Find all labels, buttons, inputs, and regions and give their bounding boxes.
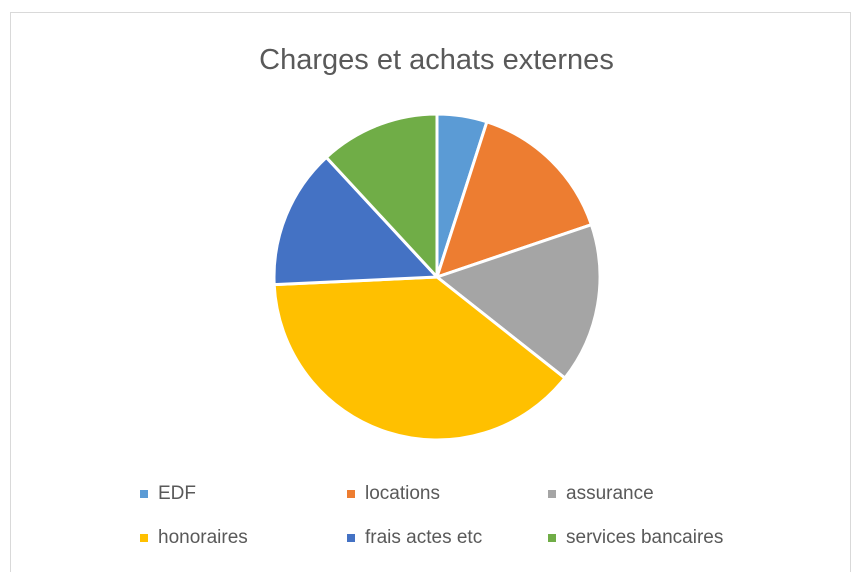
pie-slice-frais-actes-etc (272, 155, 439, 287)
legend-swatch (140, 534, 148, 542)
pie-slice-assurance (435, 223, 602, 380)
legend-item-frais-actes-etc: frais actes etc (347, 527, 482, 549)
pie-slice-locations (435, 120, 593, 279)
pie-slice-services-bancaires (324, 112, 439, 279)
legend-label: assurance (566, 483, 654, 504)
legend-label: honoraires (158, 527, 248, 548)
legend-label: services bancaires (566, 527, 724, 548)
legend-label: frais actes etc (365, 527, 483, 548)
legend-item-honoraires: honoraires (140, 527, 248, 549)
legend-swatch (548, 534, 556, 542)
legend-swatch (548, 490, 556, 498)
legend-item-EDF: EDF (140, 483, 196, 505)
legend-item-assurance: assurance (548, 483, 654, 505)
legend-swatch (347, 534, 355, 542)
legend-swatch (140, 490, 148, 498)
legend-label: locations (365, 483, 440, 504)
legend-item-locations: locations (347, 483, 440, 505)
pie-slice-honoraires (272, 275, 567, 442)
legend-item-services-bancaires: services bancaires (548, 527, 723, 549)
legend-swatch (347, 490, 355, 498)
legend-label: EDF (158, 483, 196, 504)
chart-title: Charges et achats externes (259, 44, 614, 76)
